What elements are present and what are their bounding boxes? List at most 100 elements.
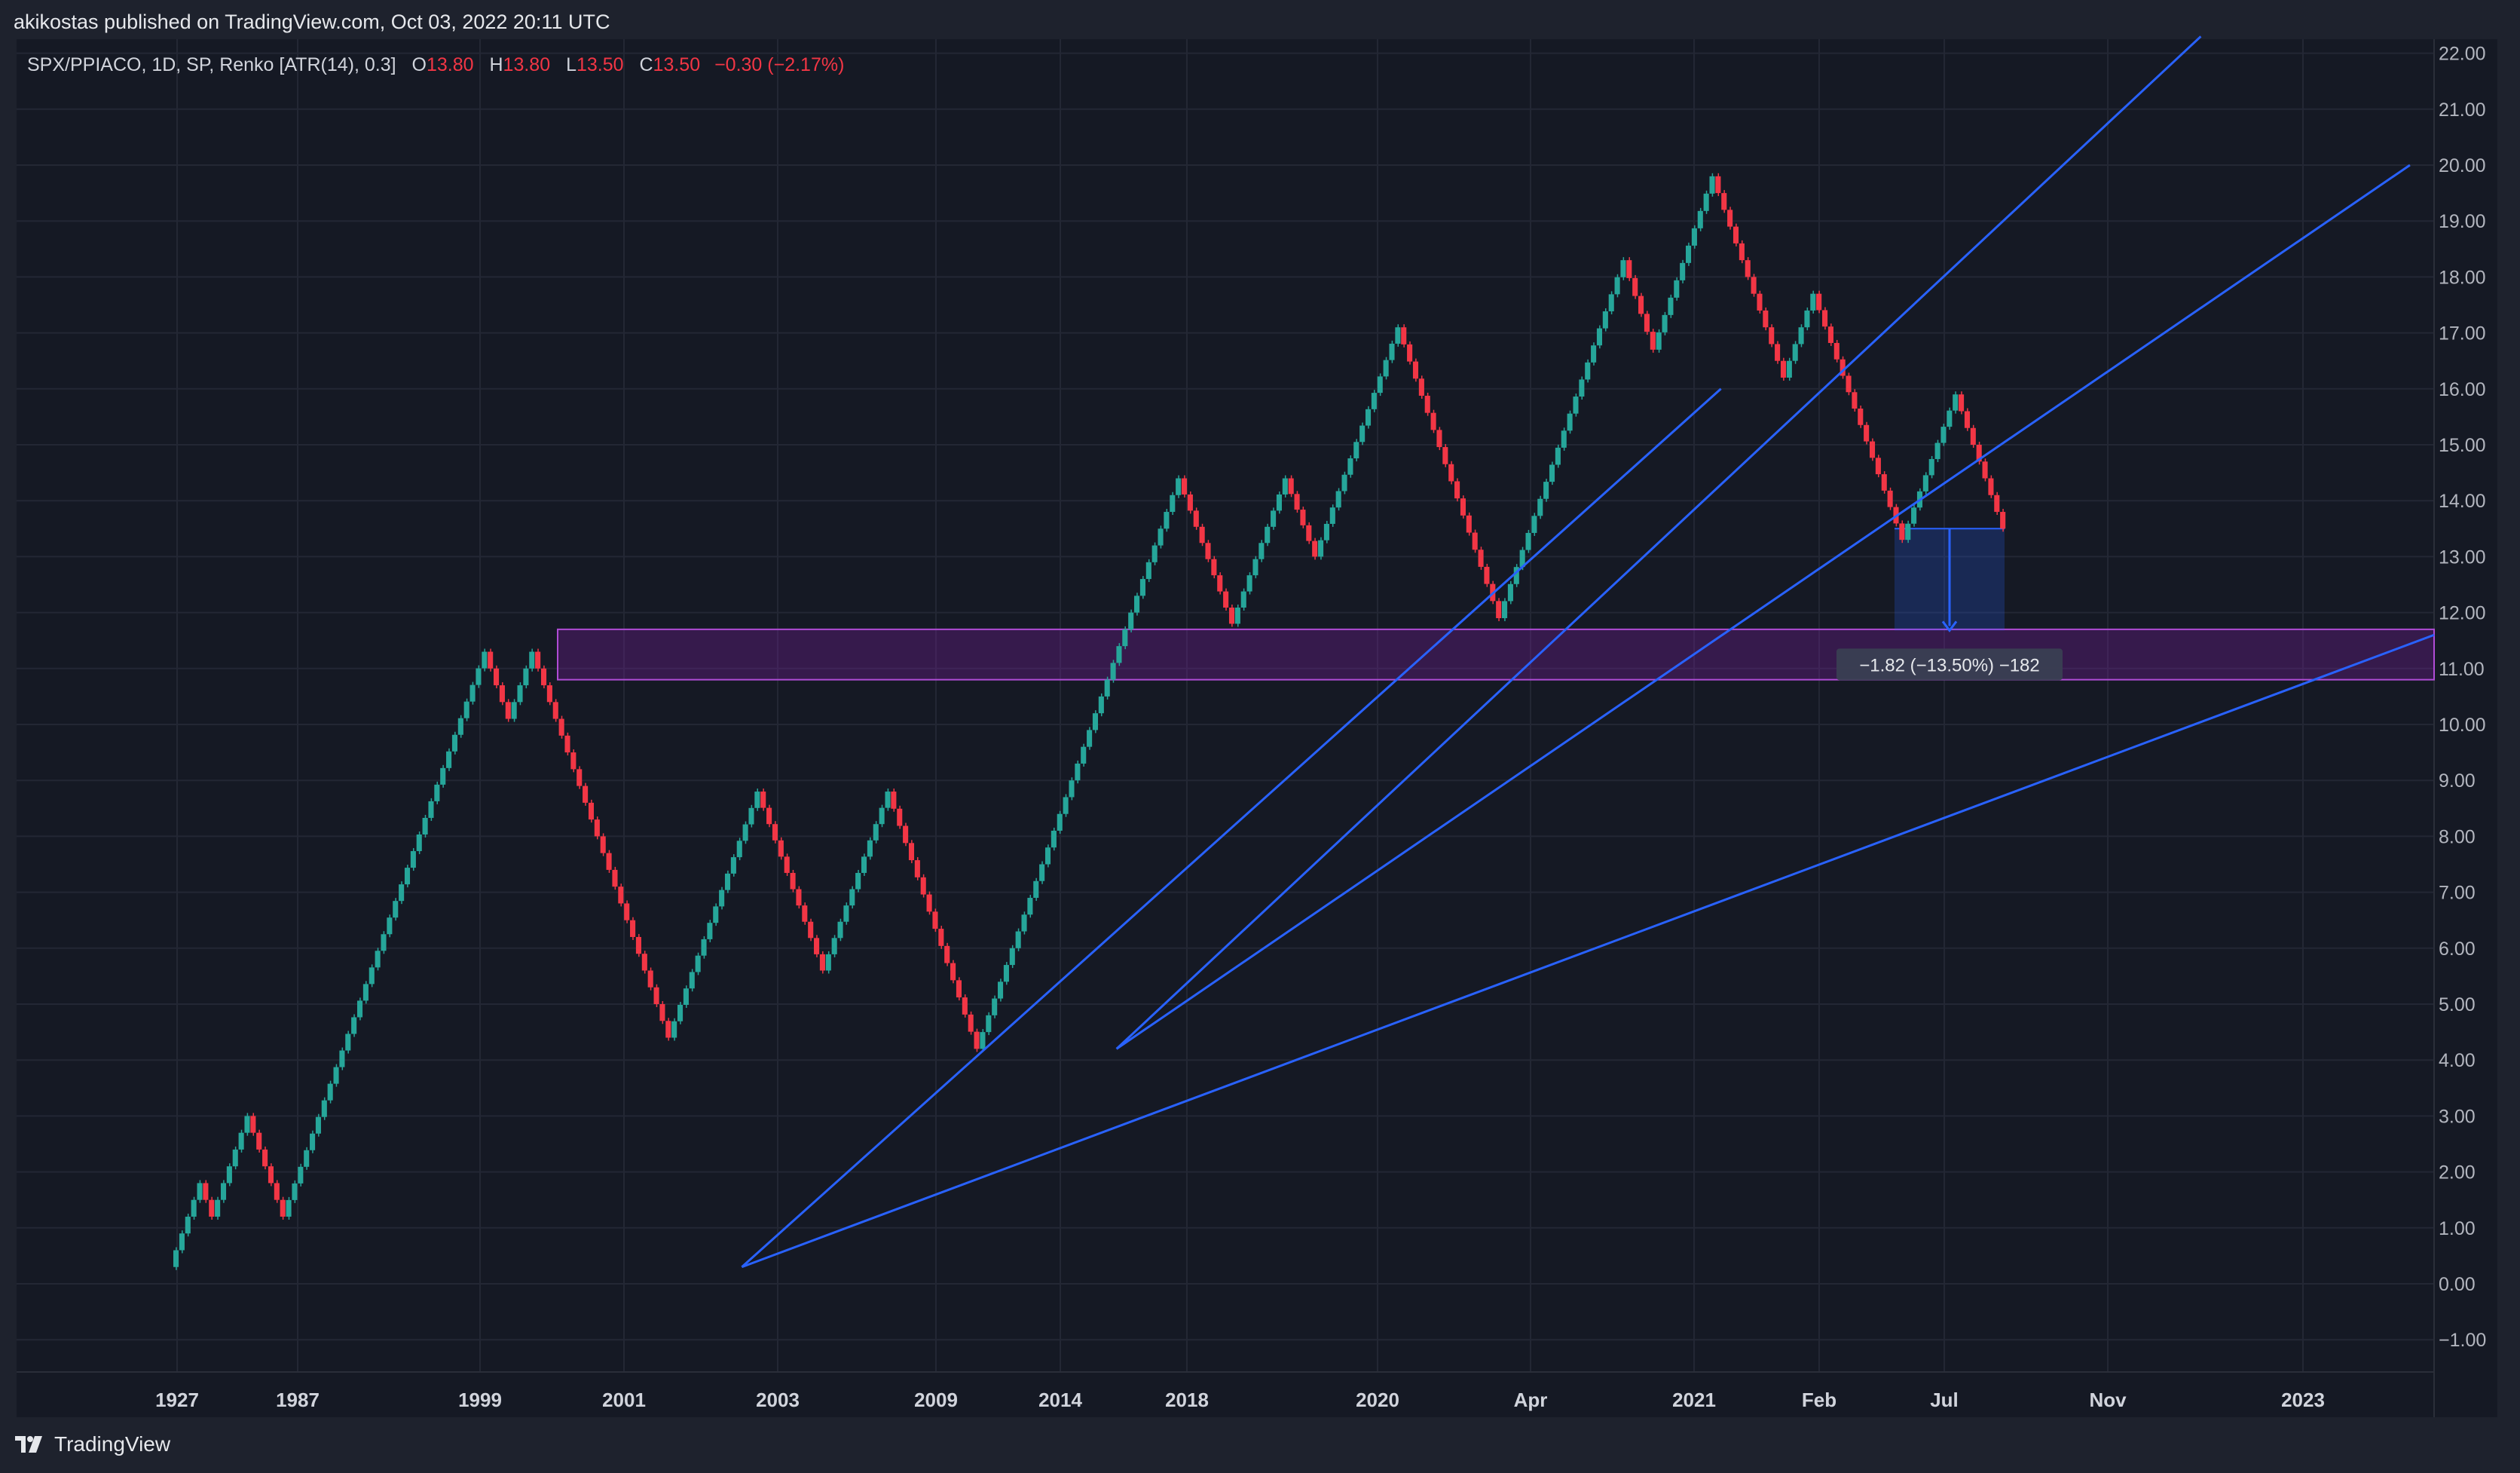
renko-brick-down <box>760 792 766 808</box>
brand[interactable]: TradingView <box>14 1432 170 1456</box>
footer-bar <box>0 1417 2520 1473</box>
renko-brick-down <box>552 702 558 719</box>
y-tick-label: 7.00 <box>2439 883 2476 904</box>
renko-brick-down <box>1436 430 1442 448</box>
renko-brick-up <box>410 851 416 868</box>
y-tick-label: 4.00 <box>2439 1050 2476 1071</box>
renko-brick-up <box>730 857 736 874</box>
renko-brick-up <box>315 1116 321 1134</box>
renko-brick-down <box>1300 510 1306 525</box>
renko-brick-down <box>250 1116 256 1133</box>
renko-brick-up <box>1614 277 1620 295</box>
renko-brick-up <box>879 807 885 825</box>
renko-brick-up <box>1525 532 1531 550</box>
renko-brick-up <box>1276 494 1283 511</box>
renko-brick-down <box>1288 478 1294 495</box>
renko-brick-down <box>1780 360 1787 378</box>
renko-brick-up <box>1371 393 1377 409</box>
renko-brick-up <box>375 951 381 968</box>
renko-brick-down <box>606 853 612 870</box>
renko-brick-down <box>600 836 606 853</box>
renko-brick-down <box>938 929 944 946</box>
renko-brick-up <box>867 840 873 857</box>
y-tick-label: 18.00 <box>2439 267 2486 288</box>
y-tick-label: 21.00 <box>2439 100 2486 121</box>
renko-brick-down <box>897 808 903 826</box>
renko-brick-down <box>1638 296 1644 314</box>
renko-brick-up <box>1549 464 1555 482</box>
renko-brick-down <box>956 980 962 998</box>
renko-brick-down <box>1976 445 1982 462</box>
x-tick-label: 1987 <box>276 1389 320 1411</box>
renko-brick-up <box>1691 228 1697 246</box>
y-tick-label: 5.00 <box>2439 994 2476 1015</box>
renko-brick-up <box>1353 442 1359 459</box>
renko-brick-up <box>713 906 719 923</box>
x-tick-label: 2020 <box>1356 1389 1399 1411</box>
renko-brick-up <box>677 1004 684 1021</box>
renko-brick-up <box>1668 297 1674 315</box>
renko-brick-up <box>333 1067 339 1084</box>
measure-label: −1.82 (−13.50%) −182 <box>1859 655 2040 675</box>
renko-brick-down <box>962 997 968 1015</box>
renko-brick-up <box>351 1017 357 1034</box>
renko-brick-up <box>356 1000 363 1018</box>
renko-brick-up <box>1075 763 1081 781</box>
renko-brick-up <box>1151 545 1158 562</box>
renko-brick-up <box>1573 397 1579 414</box>
renko-brick-down <box>1205 543 1211 559</box>
renko-brick-up <box>1567 413 1573 431</box>
renko-brick-down <box>1757 293 1763 311</box>
renko-brick-down <box>908 843 915 861</box>
renko-brick-down <box>1294 494 1300 510</box>
renko-brick-up <box>511 702 517 719</box>
x-tick-label: 1927 <box>155 1389 199 1411</box>
renko-brick-up <box>1531 516 1537 533</box>
renko-brick-up <box>736 841 742 858</box>
renko-brick-up <box>1905 523 1911 541</box>
renko-brick-up <box>1069 780 1075 798</box>
chart-area[interactable] <box>17 39 2497 1417</box>
renko-brick-up <box>1940 427 1947 443</box>
renko-brick-down <box>1982 461 1988 479</box>
renko-brick-up <box>843 905 849 922</box>
renko-brick-down <box>784 856 790 873</box>
renko-brick-up <box>1697 210 1703 228</box>
renko-brick-up <box>1662 314 1668 332</box>
x-tick-label: Jul <box>1930 1389 1959 1411</box>
publish-header: akikostas published on TradingView.com, … <box>0 0 2520 39</box>
renko-brick-up <box>1810 293 1816 311</box>
renko-brick-up <box>1543 482 1549 499</box>
renko-brick-down <box>647 970 653 988</box>
renko-brick-down <box>1199 526 1205 544</box>
renko-brick-down <box>641 954 647 971</box>
renko-brick-up <box>1798 327 1804 345</box>
renko-brick-down <box>499 685 505 703</box>
renko-brick-down <box>1442 447 1448 464</box>
renko-brick-up <box>1098 696 1104 714</box>
renko-brick-up <box>1265 526 1271 544</box>
y-tick-label: 13.00 <box>2439 547 2486 568</box>
renko-brick-down <box>1181 478 1188 495</box>
renko-brick-down <box>1193 510 1199 527</box>
renko-brick-up <box>304 1150 310 1167</box>
renko-brick-up <box>742 824 748 841</box>
renko-brick-down <box>1732 226 1739 243</box>
high-label: H <box>489 54 503 75</box>
renko-brick-up <box>1027 898 1033 915</box>
y-tick-label: −1.00 <box>2439 1330 2486 1351</box>
renko-brick-up <box>1359 425 1366 443</box>
renko-brick-down <box>1306 525 1312 541</box>
renko-brick-down <box>488 651 494 669</box>
y-tick-label: 10.00 <box>2439 715 2486 736</box>
renko-brick-down <box>1650 332 1656 350</box>
renko-brick-up <box>1335 491 1341 508</box>
renko-brick-down <box>1715 176 1721 194</box>
close-label: C <box>639 54 653 75</box>
y-tick-label: 11.00 <box>2439 659 2485 680</box>
x-tick-label: Apr <box>1514 1389 1548 1411</box>
symbol-name[interactable]: SPX/PPIACO, 1D, SP, Renko [ATR(14), 0.3] <box>27 54 396 75</box>
renko-brick-up <box>1015 931 1021 948</box>
renko-brick-up <box>855 872 861 890</box>
